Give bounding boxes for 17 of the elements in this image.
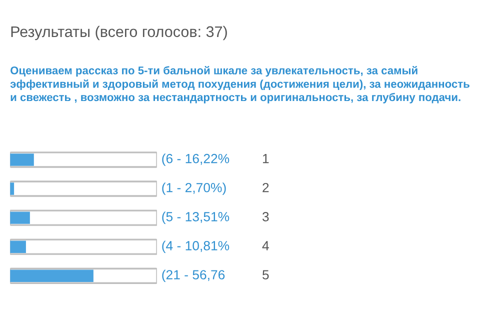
y-tick-label: 3	[262, 212, 269, 222]
bar	[10, 182, 14, 195]
bar	[10, 212, 30, 224]
bar	[10, 154, 34, 166]
text: Оцениваем рассказ по 5-ти бальной шкале за увлекательность, за самый эффективный и здоровый метод похудения (достижения цели), за неожиданность и свежесть , возможно за нестандартность и оригинальность, за глубину подачи.	[10, 66, 470, 104]
y-tick-label: 2	[262, 182, 269, 192]
data-label: (6 - 16,22%	[162, 154, 230, 166]
bar	[10, 270, 94, 282]
chart-title: Результаты (всего голосов: 37)	[11, 26, 227, 40]
data-label: (1 - 2,70%)	[162, 182, 226, 195]
y-tick-label: 1	[262, 154, 269, 164]
bar	[10, 240, 26, 253]
data-label: (21 - 56,76	[162, 270, 225, 282]
y-tick-label: 4	[262, 241, 269, 250]
y-tick-label: 5	[262, 270, 269, 280]
data-label: (5 - 13,51%	[162, 212, 230, 224]
data-label: (4 - 10,81%	[162, 240, 230, 253]
